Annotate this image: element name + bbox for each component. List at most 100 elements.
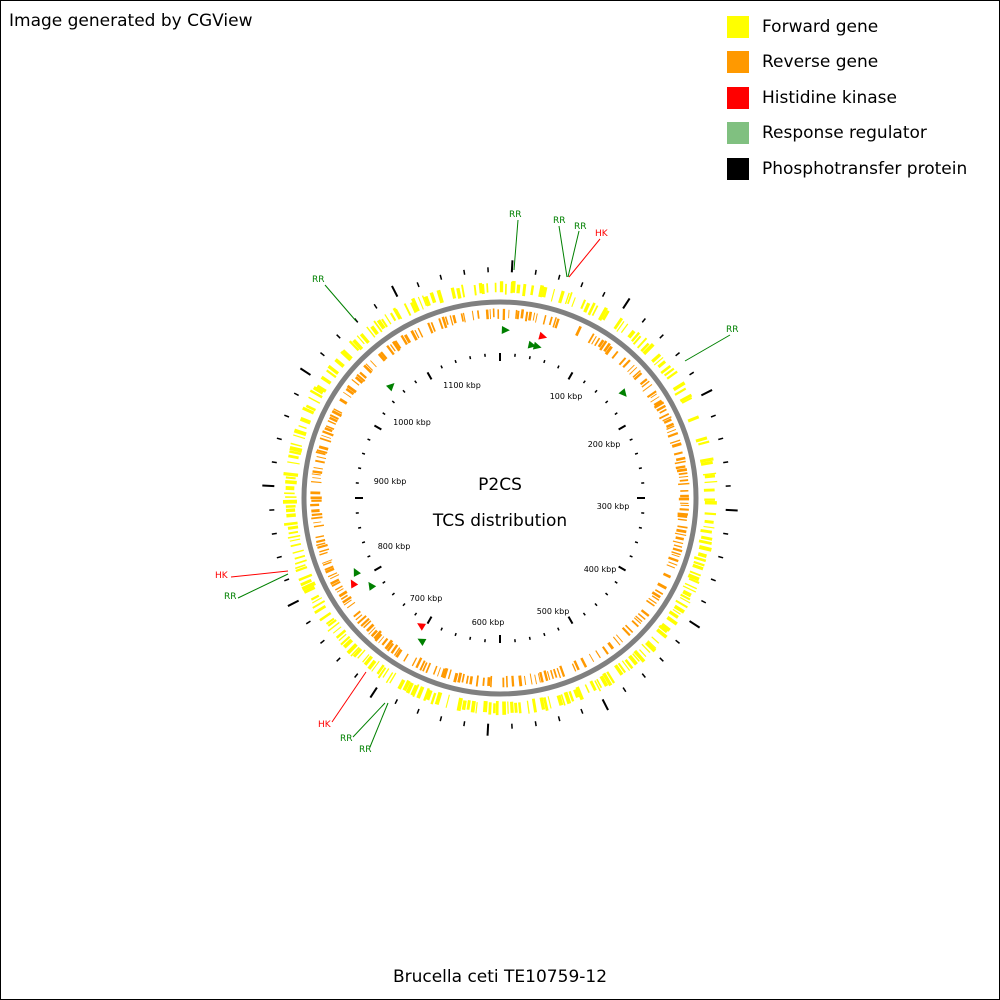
reverse-gene-mark [370, 629, 378, 638]
forward-gene-mark [680, 593, 691, 601]
forward-gene-mark [522, 283, 527, 297]
outer-tick [369, 686, 378, 699]
forward-gene-mark [425, 689, 433, 701]
forward-gene-mark [290, 442, 303, 448]
tick-label-900kbp: 900 kbp [374, 477, 407, 486]
reverse-gene-mark [339, 398, 348, 405]
outer-tick [622, 297, 631, 310]
inner-tick [454, 359, 457, 364]
outer-tick [723, 461, 729, 464]
forward-gene-mark [421, 295, 428, 307]
forward-gene-mark [434, 691, 443, 705]
forward-gene-mark [359, 333, 370, 344]
forward-gene-mark [362, 654, 370, 663]
reverse-gene-mark [403, 334, 412, 344]
reverse-gene-mark [316, 542, 326, 547]
reverse-gene-mark [659, 408, 667, 414]
reverse-gene-mark [595, 650, 601, 659]
inner-tick [469, 356, 472, 360]
inner-tick [543, 359, 546, 364]
reverse-gene-mark [675, 456, 686, 462]
reverse-gene-mark [313, 521, 322, 524]
reverse-gene-mark [529, 673, 533, 685]
hk-marker [538, 331, 548, 340]
reverse-gene-mark [615, 634, 624, 643]
forward-gene-mark [692, 563, 704, 571]
callout-label-rr-3: RR [574, 222, 587, 232]
outer-tick [262, 484, 275, 488]
inner-tick [469, 636, 472, 640]
reverse-gene-mark [316, 456, 327, 460]
reverse-gene-mark [311, 481, 322, 484]
forward-gene-mark [704, 480, 718, 484]
reverse-gene-mark [485, 309, 489, 320]
reverse-gene-mark [322, 430, 334, 437]
reverse-gene-mark [453, 672, 459, 683]
forward-gene-mark [514, 702, 518, 713]
forward-gene-mark [539, 697, 546, 710]
reverse-gene-mark [346, 384, 357, 394]
reverse-gene-mark [678, 472, 688, 476]
forward-gene-mark [373, 320, 383, 333]
forward-gene-mark [402, 679, 411, 692]
outer-tick [688, 620, 701, 629]
rr-marker [417, 638, 427, 646]
forward-gene-mark [456, 697, 463, 712]
forward-gene-mark [675, 599, 688, 609]
reverse-gene-mark [438, 318, 444, 330]
inner-tick [634, 452, 639, 455]
outer-tick [284, 578, 290, 582]
reverse-gene-mark [419, 660, 426, 671]
callout-label-hk-2: HK [215, 571, 229, 581]
forward-gene-mark [602, 672, 613, 687]
reverse-gene-mark [449, 315, 454, 326]
inner-tick [440, 365, 443, 369]
inner-tick [594, 389, 598, 393]
outer-tick [276, 437, 282, 441]
forward-gene-mark [287, 534, 301, 539]
forward-gene-mark [423, 687, 430, 702]
reverse-gene-mark [324, 565, 334, 571]
forward-gene-mark [298, 573, 313, 582]
forward-gene-mark [293, 434, 306, 440]
forward-gene-mark [370, 325, 379, 336]
reverse-gene-mark [511, 675, 515, 687]
reverse-gene-mark [338, 590, 348, 598]
outer-tick [463, 269, 466, 275]
forward-gene-mark [657, 360, 667, 369]
forward-gene-mark [327, 621, 340, 632]
outer-tick [659, 657, 664, 662]
forward-gene-mark [294, 564, 306, 570]
legend-item-reverse-gene: Reverse gene [727, 45, 967, 81]
reverse-gene-mark [677, 518, 687, 521]
forward-gene-mark [367, 659, 377, 670]
reverse-gene-mark [662, 416, 672, 422]
map-title: P2CS [478, 475, 522, 495]
tick-label-100kbp: 100 kbp [550, 392, 583, 401]
reverse-gene-mark [543, 670, 549, 682]
reverse-gene-mark [612, 636, 621, 646]
reverse-gene-mark [316, 449, 328, 454]
inner-tick [557, 627, 560, 631]
reverse-gene-mark [357, 615, 367, 625]
forward-gene-mark [287, 461, 300, 465]
forward-gene-mark [679, 596, 691, 604]
hk-marker [350, 579, 359, 589]
forward-gene-mark [584, 684, 590, 694]
reverse-gene-mark [677, 512, 689, 516]
inner-tick [373, 424, 382, 431]
reverse-gene-mark [677, 514, 688, 518]
forward-gene-mark [687, 573, 700, 582]
legend-swatch-reverse [727, 51, 749, 74]
reverse-gene-mark [542, 314, 547, 325]
forward-gene-mark [342, 638, 354, 649]
reverse-gene-mark [336, 588, 344, 593]
outer-tick [486, 723, 490, 736]
forward-gene-mark [382, 668, 390, 678]
inner-tick [402, 389, 406, 393]
reverse-gene-mark [516, 310, 520, 320]
reverse-gene-mark [329, 574, 340, 580]
forward-gene-mark [530, 285, 535, 296]
reverse-gene-mark [363, 620, 372, 629]
forward-gene-mark [568, 690, 575, 702]
